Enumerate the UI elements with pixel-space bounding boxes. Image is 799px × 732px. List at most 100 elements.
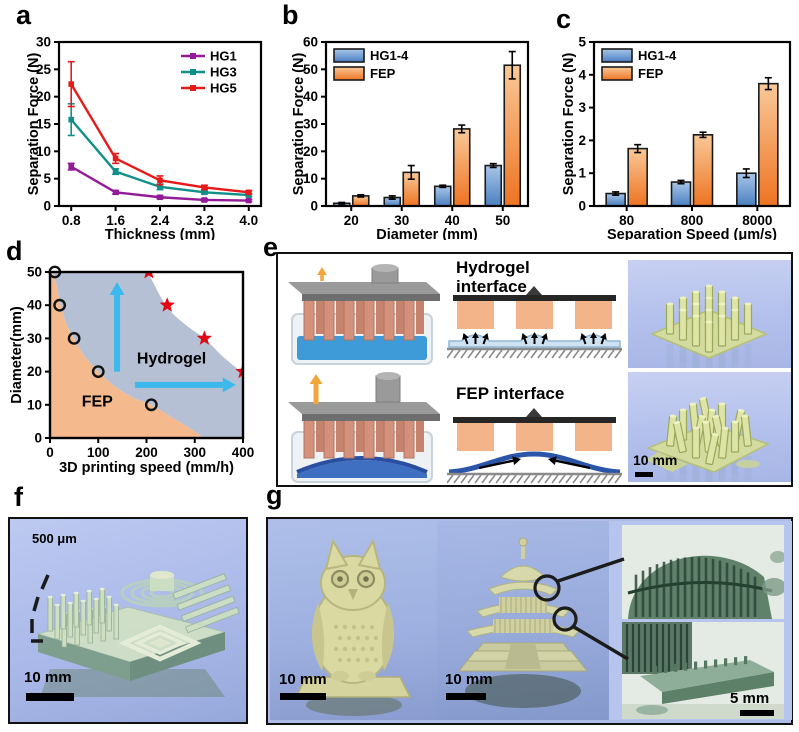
panel-f-box: 500 μm 10 mm [8,517,248,724]
scale-bar-label: 5 mm [730,690,770,707]
svg-text:50: 50 [495,213,510,228]
photo-owl: 10 mm [270,521,437,720]
svg-text:20: 20 [344,213,359,228]
svg-text:0: 0 [578,199,586,214]
svg-text:10: 10 [36,144,51,159]
svg-text:2.4: 2.4 [151,213,170,228]
svg-text:0: 0 [43,199,51,214]
scale-bar-label: 10 mm [633,452,678,468]
svg-text:Diameter(mm): Diameter(mm) [9,306,25,404]
svg-text:HG1-4: HG1-4 [638,48,677,63]
panel-label-f: f [14,482,23,512]
svg-text:HG3: HG3 [210,65,237,80]
panel-label-a: a [16,0,32,30]
scale-bar [26,693,74,701]
svg-text:Thickness (mm): Thickness (mm) [105,227,216,240]
svg-text:80: 80 [619,213,634,228]
scale-bar-label: 10 mm [445,671,493,688]
svg-text:0.8: 0.8 [62,213,81,228]
svg-text:30: 30 [303,117,318,132]
panel-label-d: d [6,236,23,266]
hydrogel-interface-label-line2: interface [456,277,527,297]
svg-text:5: 5 [43,171,51,186]
svg-text:20: 20 [36,89,51,104]
hydrogel-interface-label-line1: Hydrogel [456,258,530,277]
schematic-hydrogel-interface [447,286,622,359]
svg-text:1.6: 1.6 [106,213,125,228]
hydrogel-interface-label: Hydrogel interface [456,258,530,296]
svg-text:20: 20 [27,364,42,379]
svg-text:800: 800 [681,213,704,228]
scale-bar-label: 10 mm [24,669,72,686]
svg-text:50: 50 [27,265,42,280]
scale-bar [740,710,774,716]
svg-text:30: 30 [36,35,51,50]
svg-text:10: 10 [303,171,318,186]
svg-text:300: 300 [183,445,206,460]
svg-text:FEP: FEP [370,66,396,81]
svg-text:1: 1 [578,166,586,181]
svg-text:40: 40 [303,89,318,104]
panel-label-e: e [263,232,279,262]
svg-text:200: 200 [135,445,158,460]
photo-inset-detail-bottom: 5 mm [622,622,784,719]
printer-render-fep [288,372,440,483]
panel-label-c: c [556,4,572,34]
panel-label-b: b [282,0,299,30]
scale-bar [280,693,326,700]
inset-column: 5 mm [609,521,792,720]
svg-text:10: 10 [27,397,42,412]
panel-e-box: Hydrogel interface FEP interface 10 mm [276,252,793,487]
scale-bar-label: 10 mm [279,671,327,688]
panel-g-box: 10 mm 10 mm 5 mm [266,517,793,725]
svg-text:4: 4 [578,67,586,82]
svg-text:HG1-4: HG1-4 [370,48,409,63]
fep-interface-label: FEP interface [456,384,565,403]
svg-text:8000: 8000 [742,213,772,228]
svg-text:40: 40 [27,298,42,313]
svg-text:20: 20 [303,144,318,159]
schematic-fep-interface [447,408,622,484]
svg-text:15: 15 [36,117,52,132]
svg-text:0: 0 [310,199,318,214]
svg-text:Hydrogel: Hydrogel [137,350,206,367]
scale-bar [635,472,653,477]
svg-text:HG5: HG5 [210,81,237,96]
svg-text:5: 5 [578,35,586,50]
svg-text:3.2: 3.2 [195,213,214,228]
photo-pillar-array-intact [628,260,791,368]
photo-microstructure-array [30,571,240,697]
svg-text:25: 25 [36,62,52,77]
svg-text:30: 30 [27,331,42,346]
svg-text:30: 30 [394,213,409,228]
photo-pagoda: 10 mm [437,521,609,720]
photo-inset-detail-top [622,525,784,619]
chart-phase-diagram: Hydrogel FEP 0 100 200 300 400 0 10 20 30 40 50 3D pr… [9,265,255,477]
svg-text:60: 60 [303,35,318,50]
svg-text:400: 400 [232,445,255,460]
panel-label-g: g [266,480,283,510]
printer-render-hydrogel [288,264,440,365]
svg-text:2: 2 [578,133,586,148]
svg-text:Diameter (mm): Diameter (mm) [376,227,478,240]
svg-text:Separation Force (N): Separation Force (N) [26,53,42,196]
svg-text:Separation Force (N): Separation Force (N) [561,53,577,196]
chart-separation-force-vs-diameter: 20 30 40 50 0 10 20 30 40 50 60 Diameter (mm) Separa… [291,35,530,240]
svg-text:40: 40 [445,213,460,228]
svg-text:Separation Force (N): Separation Force (N) [291,53,307,196]
svg-text:3: 3 [578,100,586,115]
svg-text:100: 100 [87,445,110,460]
svg-text:HG1: HG1 [210,49,237,64]
svg-text:0: 0 [46,445,54,460]
feature-size-annotation: 500 μm [32,531,77,546]
svg-text:0: 0 [34,431,42,446]
svg-text:Separation Speed (μm/s): Separation Speed (μm/s) [607,227,777,240]
chart-separation-force-vs-speed: 80 800 8000 0 1 2 3 4 5 Separation Speed (μm/s) Se… [561,35,792,240]
svg-text:50: 50 [303,62,318,77]
svg-text:4.0: 4.0 [239,213,258,228]
svg-text:3D printing speed (mm/h): 3D printing speed (mm/h) [59,460,234,476]
svg-text:FEP: FEP [82,393,113,410]
svg-text:FEP: FEP [638,66,664,81]
